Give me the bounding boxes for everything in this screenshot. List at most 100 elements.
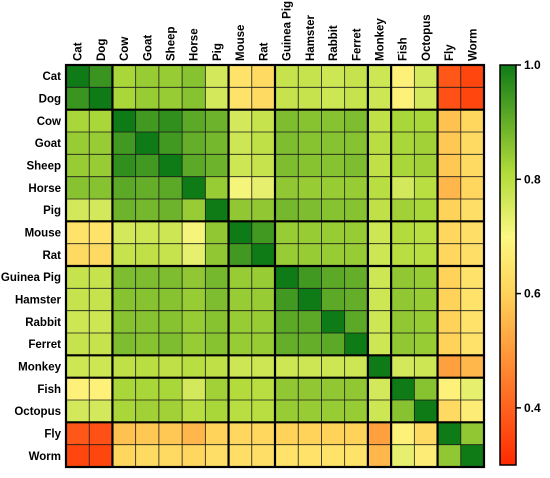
heatmap-cell xyxy=(228,154,253,177)
row-label: Ferret xyxy=(28,339,61,351)
heatmap-cell xyxy=(414,355,438,378)
column-label: Goat xyxy=(142,35,154,61)
heatmap-cell xyxy=(344,109,369,133)
heatmap-cell xyxy=(344,310,369,334)
heatmap-cell xyxy=(414,221,438,244)
heatmap-cell xyxy=(182,422,206,445)
heatmap-cell xyxy=(89,243,113,267)
heatmap-cell xyxy=(321,65,345,88)
heatmap-cell xyxy=(66,65,90,88)
column-labels: Cat Dog Cow Goat Sheep Horse Pig Mouse Rat Guinea… xyxy=(73,1,480,61)
heatmap-cell xyxy=(275,400,299,423)
heatmap-cell xyxy=(205,199,229,222)
heatmap-cell xyxy=(275,266,299,289)
heatmap-cell xyxy=(321,377,345,401)
row-label: Worm xyxy=(29,451,61,463)
heatmap-cell xyxy=(112,176,136,200)
heatmap-cells xyxy=(66,65,485,468)
heatmap-cell xyxy=(251,132,276,155)
row-label: Mouse xyxy=(25,228,61,240)
heatmap-cell xyxy=(251,333,276,356)
heatmap-cell xyxy=(460,310,485,334)
heatmap-cell xyxy=(135,310,160,334)
heatmap-cell xyxy=(158,65,183,88)
heatmap-cell xyxy=(228,444,253,468)
heatmap-cell xyxy=(112,221,136,244)
heatmap-cell xyxy=(135,243,160,267)
heatmap-cell xyxy=(391,65,415,88)
heatmap-cell xyxy=(460,87,485,110)
heatmap-cell xyxy=(66,87,90,110)
heatmap-cell xyxy=(205,65,229,88)
row-label: Horse xyxy=(28,183,61,195)
heatmap-cell xyxy=(437,221,462,244)
heatmap-cell xyxy=(251,400,276,423)
heatmap-cell xyxy=(298,355,322,378)
heatmap-cell xyxy=(135,199,160,222)
heatmap-cell xyxy=(158,355,183,378)
heatmap-cell xyxy=(228,355,253,378)
heatmap-cell xyxy=(367,355,392,378)
heatmap-cell xyxy=(321,87,345,110)
heatmap-cell xyxy=(182,377,206,401)
heatmap-cell xyxy=(158,154,183,177)
heatmap-cell xyxy=(205,377,229,401)
heatmap-cell xyxy=(205,87,229,110)
heatmap-cell xyxy=(460,132,485,155)
heatmap-cell xyxy=(391,266,415,289)
heatmap-cell xyxy=(89,288,113,311)
row-label: Fish xyxy=(37,384,61,396)
heatmap-cell xyxy=(112,355,136,378)
heatmap-cell xyxy=(321,221,345,244)
heatmap-cell xyxy=(298,444,322,468)
heatmap-cell xyxy=(460,400,485,423)
row-label: Hamster xyxy=(15,295,62,307)
heatmap-cell xyxy=(182,87,206,110)
heatmap-cell xyxy=(66,400,90,423)
heatmap-cell xyxy=(275,154,299,177)
heatmap-cell xyxy=(89,333,113,356)
heatmap-cell xyxy=(298,288,322,311)
heatmap-cell xyxy=(251,444,276,468)
heatmap-cell xyxy=(251,221,276,244)
heatmap-cell xyxy=(66,288,90,311)
heatmap-cell xyxy=(182,109,206,133)
heatmap-cell xyxy=(89,199,113,222)
heatmap-cell xyxy=(135,65,160,88)
heatmap-cell xyxy=(460,355,485,378)
heatmap-cell xyxy=(391,422,415,445)
heatmap-cell xyxy=(89,87,113,110)
heatmap-cell xyxy=(437,288,462,311)
heatmap-cell xyxy=(437,266,462,289)
heatmap-cell xyxy=(437,310,462,334)
heatmap-cell xyxy=(321,310,345,334)
row-labels: Cat Dog Cow Goat Sheep Horse Pig Mouse Rat Guinea… xyxy=(1,71,62,463)
heatmap-cell xyxy=(228,132,253,155)
row-label: Monkey xyxy=(18,362,61,374)
heatmap-cell xyxy=(251,154,276,177)
heatmap-cell xyxy=(275,355,299,378)
heatmap-cell xyxy=(391,109,415,133)
heatmap-cell xyxy=(158,288,183,311)
heatmap-cell xyxy=(298,154,322,177)
heatmap-cell xyxy=(460,333,485,356)
heatmap-cell xyxy=(460,266,485,289)
heatmap-cell xyxy=(414,333,438,356)
heatmap-cell xyxy=(89,422,113,445)
heatmap-cell xyxy=(321,132,345,155)
heatmap-cell xyxy=(228,400,253,423)
heatmap-cell xyxy=(135,266,160,289)
heatmap-cell xyxy=(112,87,136,110)
heatmap-cell xyxy=(135,377,160,401)
heatmap-cell xyxy=(367,288,392,311)
heatmap-cell xyxy=(158,199,183,222)
row-label: Cat xyxy=(42,71,61,83)
heatmap-cell xyxy=(367,377,392,401)
heatmap-cell xyxy=(112,132,136,155)
heatmap-cell xyxy=(275,377,299,401)
heatmap-cell xyxy=(135,422,160,445)
heatmap-cell xyxy=(182,266,206,289)
heatmap-cell xyxy=(66,333,90,356)
heatmap-cell xyxy=(182,355,206,378)
